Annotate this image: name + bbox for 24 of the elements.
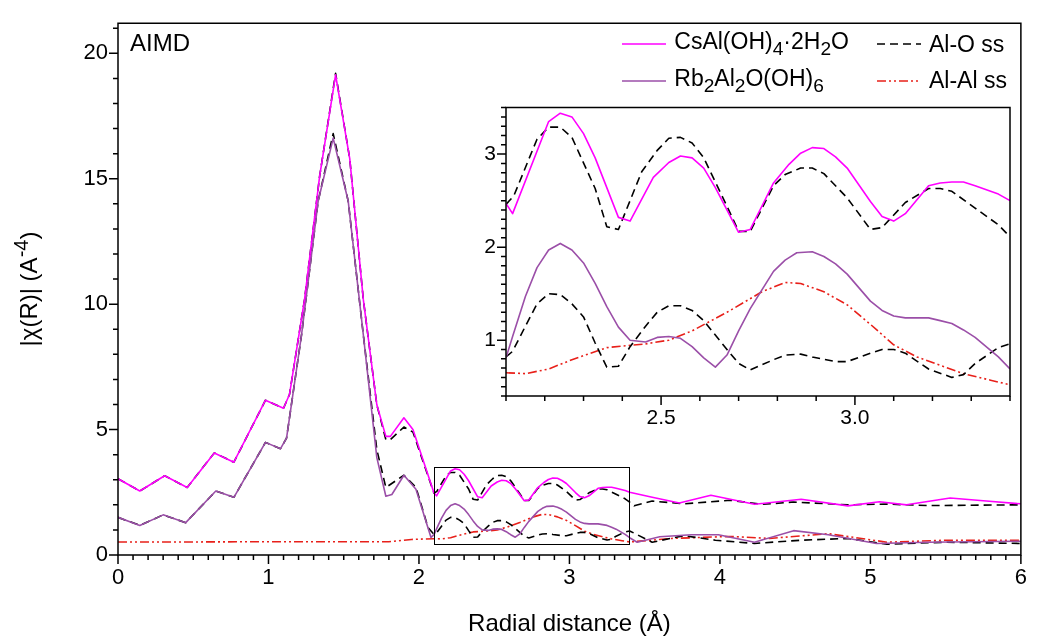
line-series [506,281,1010,386]
y-tick-label: 3 [484,140,496,164]
legend-label: CsAl(OH)$_{4}$·2H$_{2}$O [674,27,849,61]
y-tick-label: 20 [83,39,108,65]
x-tick-label: 1 [262,564,275,590]
x-tick-label: 2.5 [646,405,676,429]
legend-label: Al-O ss [928,29,1005,59]
x-tick-label: 5 [864,564,877,590]
x-tick-label: 3.0 [840,405,870,429]
y-tick-label: 1 [484,326,496,350]
x-tick-label: 4 [713,564,727,590]
x-tick-label: 0 [111,564,125,590]
y-tick-label: 15 [83,164,108,190]
x-tick-label: 6 [1014,564,1028,590]
x-tick-label: 3 [563,564,576,590]
x-tick-label: 2 [412,564,426,590]
y-tick-label: 10 [83,290,108,316]
legend-label: Al-Al ss [928,66,1007,95]
chart-title: AIMD [130,28,190,56]
x-axis-title: Radial distance (Å) [468,609,671,637]
y-tick-label: 0 [95,541,108,567]
y-tick-label: 2 [484,233,496,257]
line-series [118,513,1021,544]
legend-label: Rb$_{2}$Al$_{2}$O(OH)$_{6}$ [674,63,824,98]
